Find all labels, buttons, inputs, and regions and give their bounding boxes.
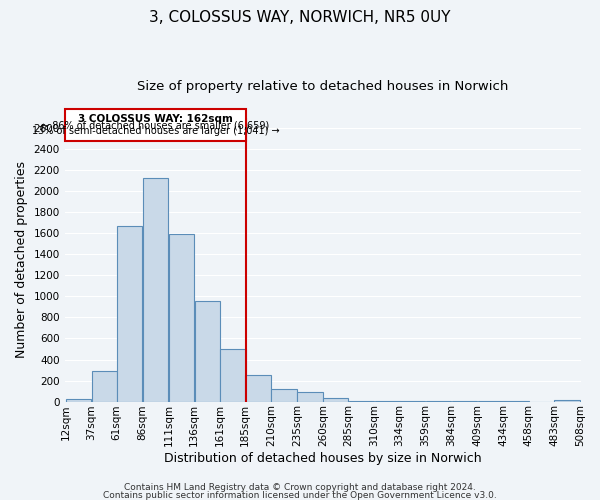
Bar	[194, 300, 220, 402]
FancyBboxPatch shape	[65, 110, 246, 141]
Title: Size of property relative to detached houses in Norwich: Size of property relative to detached ho…	[137, 80, 508, 93]
Text: Contains public sector information licensed under the Open Government Licence v3: Contains public sector information licen…	[103, 490, 497, 500]
Bar	[375, 401, 400, 402]
Bar	[143, 178, 168, 402]
Bar	[169, 234, 194, 402]
Text: 13% of semi-detached houses are larger (1,041) →: 13% of semi-detached houses are larger (…	[32, 126, 279, 136]
Bar	[554, 400, 580, 402]
Bar	[92, 371, 117, 402]
Bar	[297, 392, 323, 402]
Text: ← 86% of detached houses are smaller (6,659): ← 86% of detached houses are smaller (6,…	[41, 120, 269, 130]
Bar	[271, 389, 296, 402]
Bar	[245, 376, 271, 402]
Bar	[117, 226, 142, 402]
Bar	[220, 349, 246, 402]
Bar	[323, 398, 349, 402]
Bar	[66, 400, 91, 402]
Y-axis label: Number of detached properties: Number of detached properties	[15, 161, 28, 358]
Text: Contains HM Land Registry data © Crown copyright and database right 2024.: Contains HM Land Registry data © Crown c…	[124, 484, 476, 492]
Text: 3, COLOSSUS WAY, NORWICH, NR5 0UY: 3, COLOSSUS WAY, NORWICH, NR5 0UY	[149, 10, 451, 25]
Text: 3 COLOSSUS WAY: 162sqm: 3 COLOSSUS WAY: 162sqm	[78, 114, 233, 124]
X-axis label: Distribution of detached houses by size in Norwich: Distribution of detached houses by size …	[164, 452, 482, 465]
Bar	[349, 400, 374, 402]
